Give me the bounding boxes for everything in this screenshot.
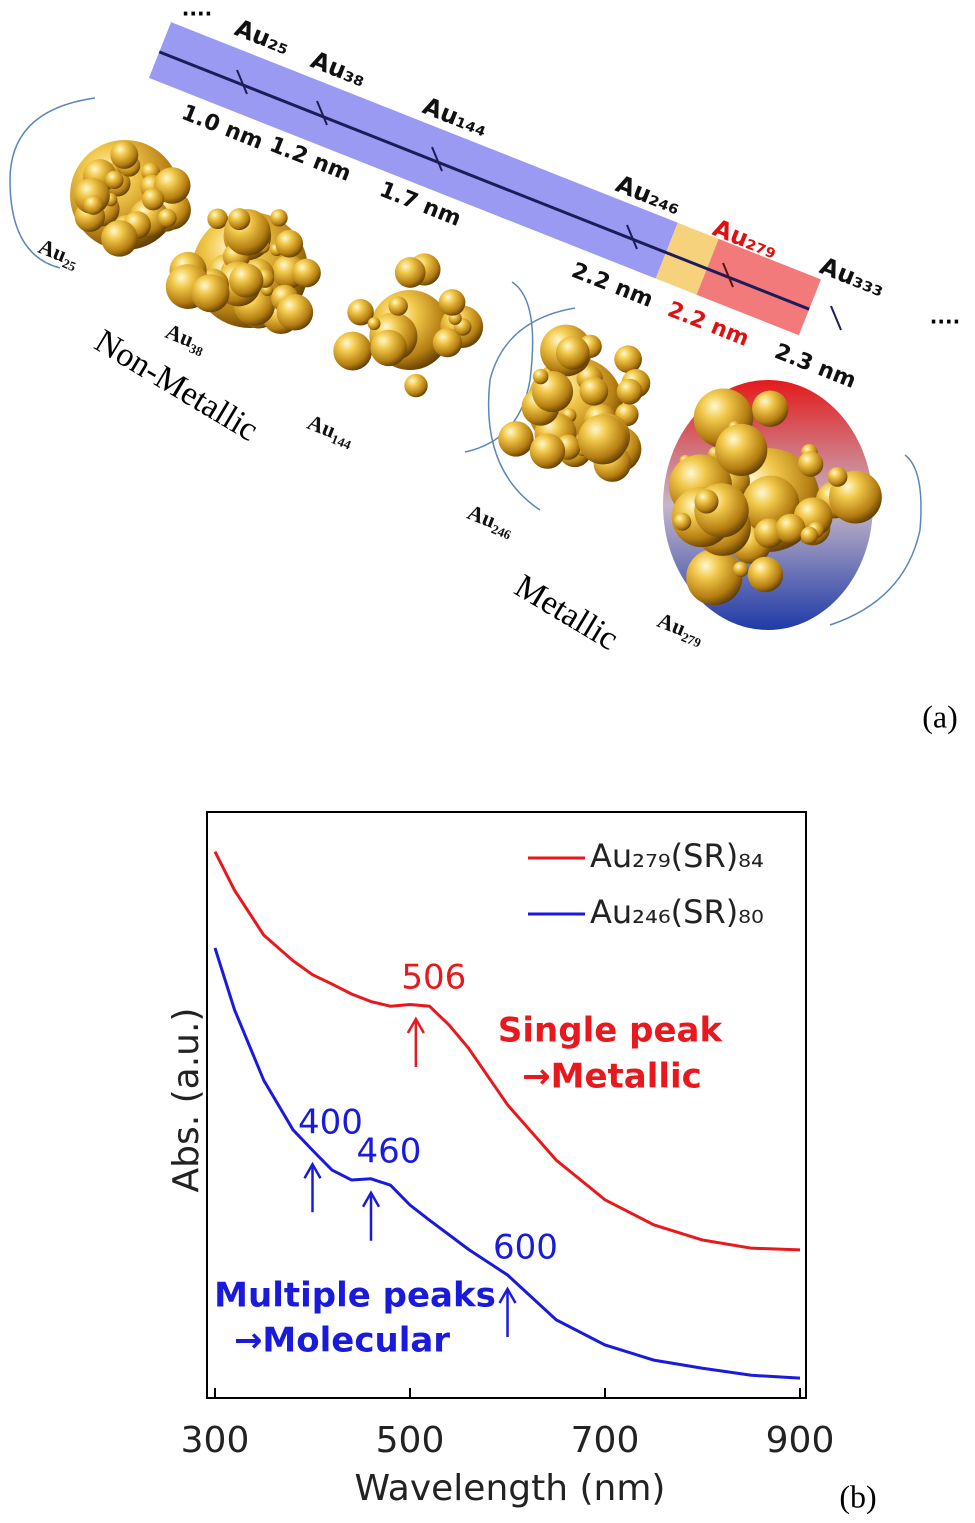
peak-arrow-head [361,1190,381,1208]
bracket [464,281,534,453]
sphere [529,433,566,469]
sphere [110,141,139,169]
sphere [797,451,824,477]
sphere [747,556,784,593]
sphere [101,220,138,257]
x-tick-label: 900 [766,1420,835,1461]
sphere [532,368,549,385]
note: →Molecular [234,1321,450,1361]
scale-tick [316,100,328,126]
sphere [142,188,165,211]
structure-label: Au₂₇₉ [654,607,708,648]
sphere [715,423,768,476]
panel-label: (b) [839,1478,876,1514]
scale-tick [722,262,734,288]
scale-line [158,50,810,311]
bracket [9,97,96,269]
sphere [438,289,466,316]
sphere [404,373,428,398]
sphere [275,229,304,258]
peak-arrow-head [498,1286,517,1304]
x-axis-label: Wavelength (nm) [355,1468,666,1509]
bracket [487,307,576,511]
sphere [432,327,463,358]
sphere [614,345,642,374]
series-line [213,851,801,1252]
band-metal [696,238,821,336]
peak-label: 506 [401,957,466,997]
structure-label: Au₃₈ [162,318,210,357]
peak-label: 600 [493,1227,558,1267]
structure-label: Au₂₄₆ [464,499,518,540]
sphere [228,208,251,231]
legend-label: Au₂₄₆(SR)₈₀ [590,893,764,931]
sphere [388,296,408,316]
sphere [751,390,789,427]
sphere [191,274,230,313]
sphere [498,421,534,457]
structure-label: Au₂₅ [35,233,83,272]
y-axis-label: Abs. (a.u.) [166,1008,207,1193]
sphere [732,561,749,578]
sphere [207,208,228,230]
sphere [579,376,609,406]
sphere [370,329,407,367]
sphere [800,526,819,545]
x-tick-label: 700 [571,1420,640,1461]
sphere [229,263,264,298]
band-transition [655,222,719,295]
sphere [827,466,848,487]
sphere [577,414,628,465]
legend-label: Au₂₇₉(SR)₈₄ [590,837,764,875]
sphere [367,317,381,331]
size-scale [148,22,821,336]
scale-tick [626,224,638,250]
note: →Metallic [522,1057,702,1097]
sphere [276,293,314,331]
sphere [775,513,806,544]
sphere [694,489,719,514]
sphere [333,331,373,371]
x-tick-label: 500 [376,1420,445,1461]
peak-label: 460 [357,1131,422,1171]
sphere [270,209,288,227]
scale-tick [236,69,248,95]
sphere [347,298,374,326]
sphere [394,257,426,288]
plot-frame [206,811,807,1399]
cluster-label: Au₃₃₃ [816,252,889,303]
bracket [829,454,922,626]
sphere [83,195,104,215]
panel-b: Wavelength (nm) Abs. (a.u.) (b) Single p… [166,811,877,1514]
band-nonmetal [148,22,678,279]
note: Multiple peaks [214,1276,496,1316]
structure-label: Au₁₄₄ [304,409,358,450]
scale-tick [431,146,443,172]
sphere [673,512,692,531]
x-tick-label: 300 [181,1420,250,1461]
ellipsis: .... [182,0,212,21]
sphere [292,258,321,288]
sphere [686,548,743,606]
peak-label: 400 [298,1103,363,1143]
series-line [213,947,801,1380]
sphere [616,378,643,405]
sphere [105,170,124,190]
peak-arrow-head [303,1161,322,1179]
scale-tick [830,305,842,331]
group-label: Metallic [508,568,624,658]
peak-arrow-head [406,1016,425,1034]
ellipsis: .... [930,305,960,329]
note: Single peak [498,1011,724,1051]
sphere [555,335,590,370]
sphere [157,208,177,228]
panel-label: (a) [922,698,958,734]
